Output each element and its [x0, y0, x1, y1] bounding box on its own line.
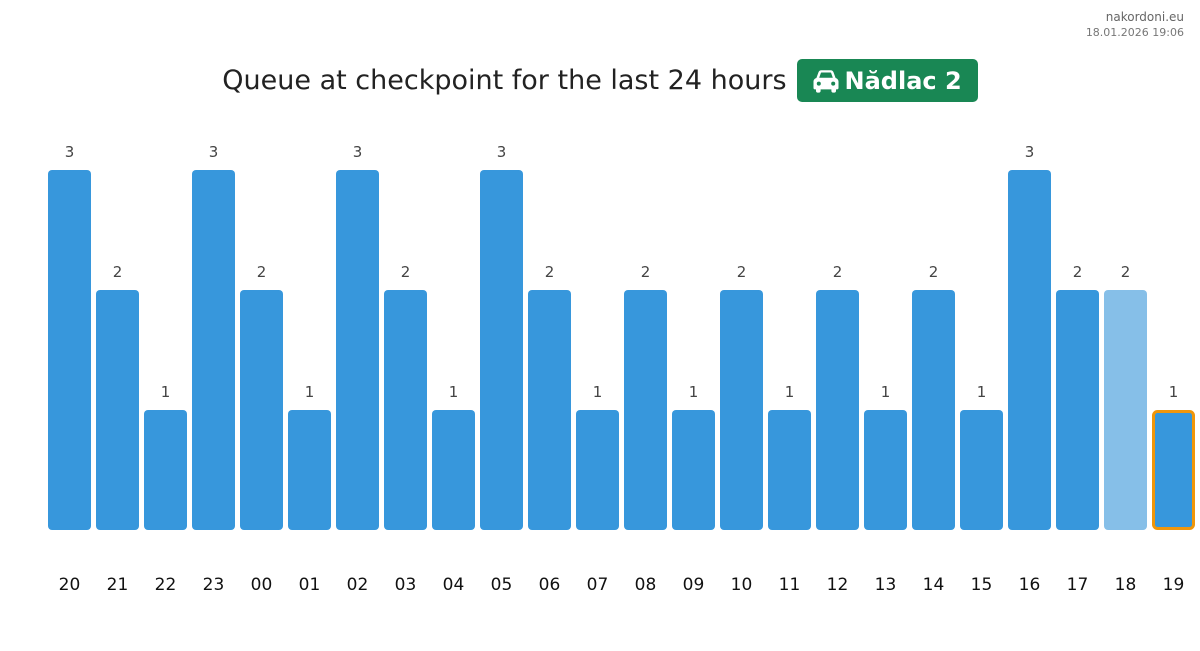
value-label-13: 1 [881, 383, 891, 401]
x-tick-label-21: 21 [107, 575, 129, 595]
x-tick-label-12: 12 [827, 575, 849, 595]
value-label-06: 2 [545, 263, 555, 281]
x-axis-labels-group: 20 21 22 23 00 01 02 03 04 05 06 07 08 09 10 11 12 13 14 15… [59, 575, 1185, 595]
x-tick-label-19: 19 [1163, 575, 1185, 595]
chart-title: Queue at checkpoint for the last 24 hour… [222, 65, 787, 96]
value-label-03: 2 [401, 263, 411, 281]
x-tick-label-02: 02 [347, 575, 369, 595]
x-tick-label-16: 16 [1019, 575, 1041, 595]
bar-00[interactable] [240, 290, 283, 530]
x-tick-label-04: 04 [443, 575, 465, 595]
site-name[interactable]: nakordoni.eu [1105, 10, 1184, 24]
x-tick-label-11: 11 [779, 575, 801, 595]
x-tick-label-08: 08 [635, 575, 657, 595]
bar-02[interactable] [336, 170, 379, 530]
value-label-11: 1 [785, 383, 795, 401]
bar-08[interactable] [624, 290, 667, 530]
bar-10[interactable] [720, 290, 763, 530]
value-label-05: 3 [497, 143, 507, 161]
value-label-23: 3 [209, 143, 219, 161]
bar-19[interactable] [1152, 410, 1195, 530]
bar-17[interactable] [1056, 290, 1099, 530]
x-tick-label-15: 15 [971, 575, 993, 595]
value-label-15: 1 [977, 383, 987, 401]
x-tick-label-03: 03 [395, 575, 417, 595]
x-tick-label-00: 00 [251, 575, 273, 595]
car-icon [813, 69, 839, 93]
x-tick-label-09: 09 [683, 575, 705, 595]
bar-13[interactable] [864, 410, 907, 530]
value-label-22: 1 [161, 383, 171, 401]
x-tick-label-23: 23 [203, 575, 225, 595]
bar-12[interactable] [816, 290, 859, 530]
bar-18[interactable] [1104, 290, 1147, 530]
value-label-14: 2 [929, 263, 939, 281]
value-label-21: 2 [113, 263, 123, 281]
value-label-00: 2 [257, 263, 267, 281]
x-tick-label-01: 01 [299, 575, 321, 595]
update-timestamp: 18.01.2026 19:06 [1085, 26, 1184, 39]
value-label-01: 1 [305, 383, 315, 401]
bar-16[interactable] [1008, 170, 1051, 530]
checkpoint-name: Nădlac 2 [844, 66, 962, 95]
value-label-12: 2 [833, 263, 843, 281]
value-label-02: 3 [353, 143, 363, 161]
x-tick-label-13: 13 [875, 575, 897, 595]
bars-group [48, 170, 1195, 530]
site-info: nakordoni.eu 18.01.2026 19:06 [1086, 9, 1184, 41]
value-label-18: 2 [1121, 263, 1131, 281]
bar-20[interactable] [48, 170, 91, 530]
x-tick-label-10: 10 [731, 575, 753, 595]
x-tick-label-20: 20 [59, 575, 81, 595]
checkpoint-badge: Nădlac 2 [796, 59, 978, 102]
bar-09[interactable] [672, 410, 715, 530]
value-label-19: 1 [1169, 383, 1179, 401]
value-label-10: 2 [737, 263, 747, 281]
bar-06[interactable] [528, 290, 571, 530]
bar-04[interactable] [432, 410, 475, 530]
bar-11[interactable] [768, 410, 811, 530]
bar-14[interactable] [912, 290, 955, 530]
x-tick-label-18: 18 [1115, 575, 1137, 595]
value-label-09: 1 [689, 383, 699, 401]
chart-header: Queue at checkpoint for the last 24 hour… [0, 59, 1200, 102]
x-tick-label-17: 17 [1067, 575, 1089, 595]
x-tick-label-06: 06 [539, 575, 561, 595]
value-label-20: 3 [65, 143, 75, 161]
bar-01[interactable] [288, 410, 331, 530]
x-tick-label-05: 05 [491, 575, 513, 595]
x-tick-label-22: 22 [155, 575, 177, 595]
bar-23[interactable] [192, 170, 235, 530]
value-label-07: 1 [593, 383, 603, 401]
bar-05[interactable] [480, 170, 523, 530]
value-label-17: 2 [1073, 263, 1083, 281]
value-label-04: 1 [449, 383, 459, 401]
bar-21[interactable] [96, 290, 139, 530]
bar-22[interactable] [144, 410, 187, 530]
value-label-08: 2 [641, 263, 651, 281]
value-labels-group: 3 2 1 3 2 1 3 2 1 3 2 1 2 1 2 1 2 1 2 1 3 2 2 1 [65, 143, 1179, 401]
bar-15[interactable] [960, 410, 1003, 530]
bar-07[interactable] [576, 410, 619, 530]
x-tick-label-07: 07 [587, 575, 609, 595]
value-label-16: 3 [1025, 143, 1035, 161]
bar-03[interactable] [384, 290, 427, 530]
x-tick-label-14: 14 [923, 575, 945, 595]
